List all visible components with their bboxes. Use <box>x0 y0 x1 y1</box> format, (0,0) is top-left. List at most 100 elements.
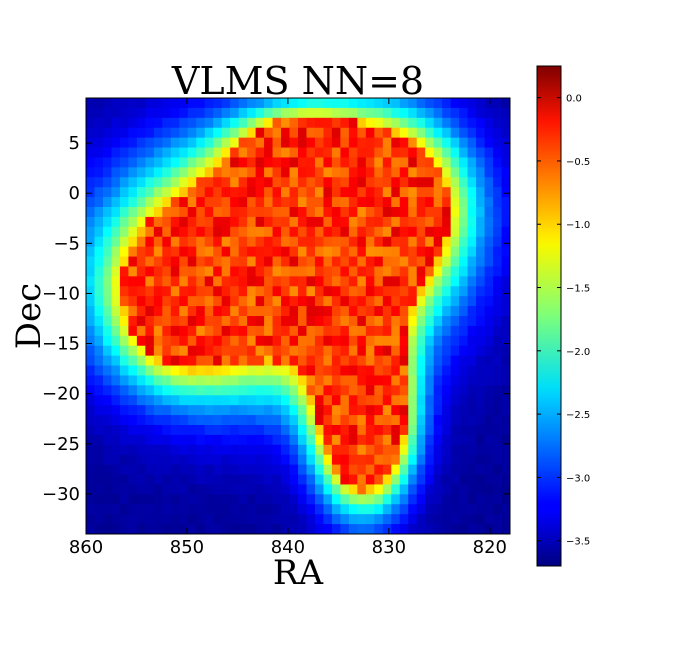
heatmap-cell <box>314 216 324 228</box>
heatmap-cell <box>442 296 452 307</box>
heatmap-cell <box>476 524 485 535</box>
heatmap-cell <box>196 365 206 376</box>
heatmap-cell <box>399 504 409 515</box>
heatmap-cell <box>382 405 392 416</box>
heatmap-cell <box>314 434 324 446</box>
heatmap-cell <box>221 316 231 327</box>
heatmap-cell <box>459 395 468 406</box>
heatmap-cell <box>331 286 341 297</box>
heatmap-cell <box>425 137 435 148</box>
heatmap-cell <box>247 216 256 228</box>
heatmap-cell <box>153 187 163 198</box>
heatmap-cell <box>298 276 307 287</box>
heatmap-cell <box>170 296 180 307</box>
heatmap-cell <box>281 504 290 515</box>
heatmap-cell <box>196 316 206 327</box>
heatmap-cell <box>382 226 392 238</box>
heatmap-cell <box>153 117 163 129</box>
heatmap-cell <box>298 167 307 178</box>
heatmap-cell <box>196 157 206 168</box>
heatmap-cell <box>128 494 138 505</box>
heatmap-cell <box>314 335 324 347</box>
heatmap-cell <box>187 355 197 366</box>
heatmap-cell <box>289 434 299 446</box>
heatmap-cell <box>136 415 146 426</box>
heatmap-cell <box>450 464 460 475</box>
heatmap-cell <box>476 117 485 129</box>
heatmap-cell <box>170 266 180 277</box>
heatmap-cell <box>153 236 163 248</box>
heatmap-cell <box>187 246 197 257</box>
heatmap-cell <box>247 157 256 168</box>
heatmap-cell <box>433 524 443 535</box>
heatmap-cell <box>196 425 206 436</box>
heatmap-cell <box>264 514 273 525</box>
heatmap-cell <box>255 207 265 218</box>
heatmap-cell <box>136 276 146 287</box>
heatmap-cell <box>119 157 129 168</box>
heatmap-cell <box>136 504 146 515</box>
heatmap-cell <box>331 375 341 386</box>
heatmap-cell <box>391 395 401 406</box>
heatmap-cell <box>476 415 485 426</box>
heatmap-cell <box>501 117 511 129</box>
heatmap-cell <box>238 226 248 238</box>
heatmap-cell <box>145 246 155 257</box>
heatmap-cell <box>221 444 231 456</box>
heatmap-cell <box>289 107 299 119</box>
heatmap-cell <box>289 236 299 248</box>
heatmap-cell <box>128 226 138 238</box>
heatmap-cell <box>255 444 265 456</box>
heatmap-cell <box>442 335 452 347</box>
heatmap-cell <box>450 207 460 218</box>
heatmap-cell <box>119 494 129 505</box>
heatmap-cell <box>272 415 282 426</box>
heatmap-cell <box>298 444 307 456</box>
heatmap-cell <box>467 444 477 456</box>
heatmap-cell <box>230 425 240 436</box>
heatmap-cell <box>298 256 307 267</box>
heatmap-cell <box>179 484 189 495</box>
heatmap-cell <box>476 355 485 366</box>
heatmap-cell <box>102 335 112 347</box>
heatmap-cell <box>340 177 350 188</box>
heatmap-cell <box>170 276 180 287</box>
heatmap-cell <box>162 375 172 386</box>
x-tick-label: 840 <box>271 537 305 558</box>
heatmap-cell <box>196 236 206 248</box>
heatmap-cell <box>357 216 367 228</box>
heatmap-cell <box>493 345 502 357</box>
heatmap-cell <box>179 296 189 307</box>
heatmap-cell <box>501 355 511 366</box>
heatmap-cell <box>204 335 214 347</box>
heatmap-cell <box>289 524 299 535</box>
heatmap-cell <box>94 325 104 337</box>
heatmap-cell <box>450 236 460 248</box>
heatmap-cell <box>399 107 409 119</box>
heatmap-cell <box>399 98 409 109</box>
heatmap-cell <box>94 226 104 238</box>
heatmap-cell <box>391 167 401 178</box>
heatmap-cell <box>306 415 316 426</box>
heatmap-cell <box>86 464 95 475</box>
heatmap-cell <box>111 147 121 158</box>
heatmap-cell <box>450 98 460 109</box>
heatmap-cell <box>298 266 307 277</box>
heatmap-cell <box>450 276 460 287</box>
heatmap-cell <box>450 157 460 168</box>
heatmap-cell <box>111 266 121 277</box>
heatmap-cell <box>459 147 468 158</box>
heatmap-cell <box>331 355 341 366</box>
heatmap-cell <box>476 266 485 277</box>
heatmap-cell <box>255 187 265 198</box>
heatmap-cell <box>94 524 104 535</box>
heatmap-cell <box>450 316 460 327</box>
heatmap-cell <box>179 474 189 485</box>
heatmap-cell <box>238 504 248 515</box>
heatmap-cell <box>476 177 485 188</box>
heatmap-cell <box>289 117 299 129</box>
heatmap-cell <box>357 385 367 396</box>
heatmap-cell <box>230 137 240 148</box>
heatmap-cell <box>196 444 206 456</box>
heatmap-cell <box>289 514 299 525</box>
